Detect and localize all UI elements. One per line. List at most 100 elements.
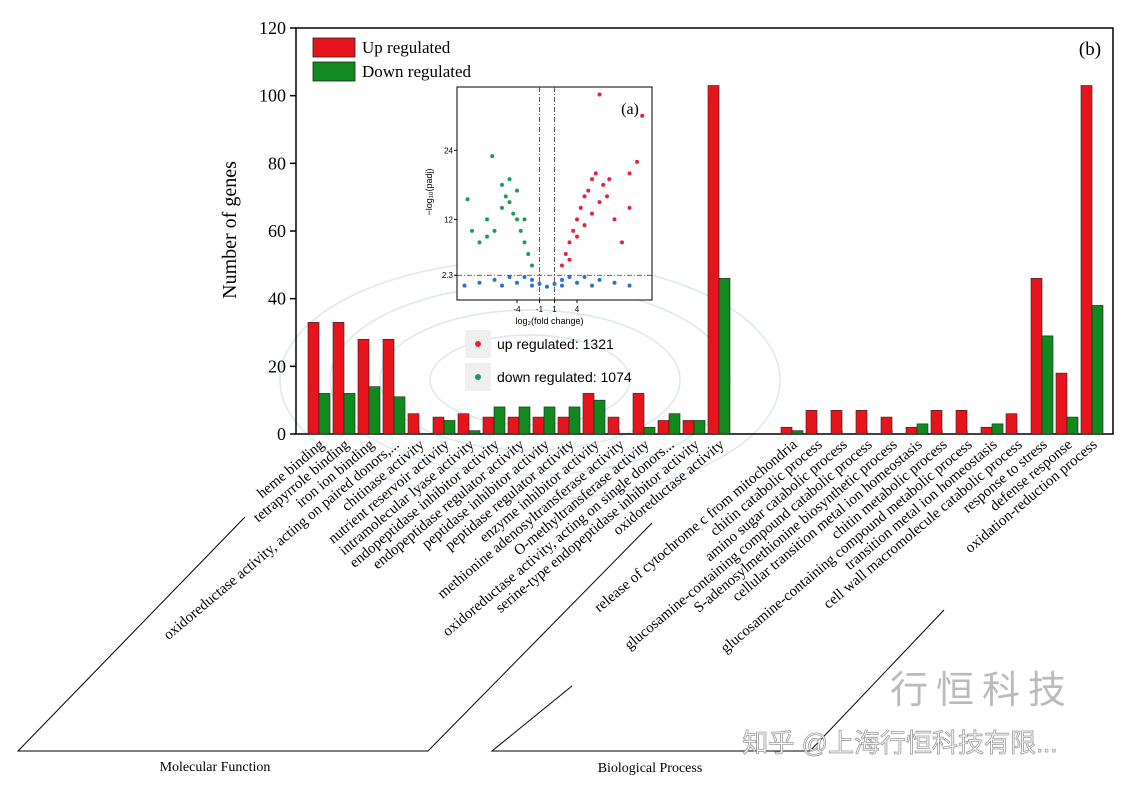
bar bbox=[368, 386, 381, 435]
bar bbox=[1041, 335, 1054, 435]
point bbox=[560, 283, 564, 288]
point bbox=[470, 228, 474, 233]
point bbox=[490, 154, 495, 159]
x-tick-label: 4 bbox=[575, 305, 580, 314]
bar bbox=[557, 416, 570, 435]
point bbox=[511, 211, 516, 216]
y-tick-label: 20 bbox=[268, 356, 286, 376]
point bbox=[515, 217, 519, 222]
point bbox=[590, 177, 594, 182]
y-axis-title: Number of genes bbox=[219, 161, 241, 299]
bar bbox=[707, 85, 720, 435]
legend-label: Up regulated bbox=[362, 38, 451, 57]
bar bbox=[493, 406, 506, 435]
point bbox=[500, 182, 504, 187]
point bbox=[593, 171, 598, 176]
bar bbox=[607, 416, 620, 435]
point bbox=[582, 223, 587, 228]
legend-marker bbox=[475, 374, 481, 380]
y-tick-label: 120 bbox=[259, 18, 286, 38]
point bbox=[590, 211, 594, 216]
point bbox=[507, 177, 512, 182]
point bbox=[462, 283, 467, 288]
bar bbox=[318, 393, 331, 435]
group-brackets bbox=[16, 516, 945, 752]
bar bbox=[457, 413, 470, 435]
point bbox=[627, 171, 632, 176]
y-tick-label: 40 bbox=[268, 289, 286, 309]
legend-label: Down regulated bbox=[362, 62, 472, 81]
point bbox=[545, 284, 549, 289]
point bbox=[515, 188, 519, 193]
y-tick-label: 80 bbox=[268, 153, 286, 173]
point bbox=[560, 277, 564, 282]
point bbox=[571, 228, 576, 233]
bar bbox=[507, 416, 520, 435]
bar bbox=[468, 430, 481, 435]
bar bbox=[830, 410, 843, 435]
bar bbox=[382, 338, 395, 435]
watermark-logo: 行恒科技 bbox=[890, 670, 1074, 712]
bar bbox=[593, 399, 606, 435]
x-tick-label: 1 bbox=[552, 305, 557, 314]
bar bbox=[930, 410, 943, 435]
y-tick-label: 24 bbox=[444, 146, 453, 155]
point bbox=[530, 283, 534, 288]
point bbox=[582, 194, 587, 199]
bar bbox=[880, 416, 893, 435]
point bbox=[640, 113, 645, 118]
point bbox=[620, 240, 624, 245]
y-axis-title: −log₁₀(padj) bbox=[424, 168, 434, 215]
bar bbox=[1080, 85, 1093, 435]
panel-label: (b) bbox=[1079, 39, 1101, 60]
y-tick-label: 0 bbox=[277, 424, 286, 444]
bar bbox=[657, 420, 670, 435]
point bbox=[537, 281, 542, 286]
bar bbox=[780, 426, 793, 435]
legend-label: down regulated: 1074 bbox=[497, 369, 632, 385]
x-tick-label: -1 bbox=[536, 305, 544, 314]
bar bbox=[693, 420, 706, 435]
bar bbox=[307, 322, 320, 435]
point bbox=[552, 281, 557, 286]
panel-label: (a) bbox=[621, 101, 639, 118]
bar bbox=[668, 413, 681, 435]
point bbox=[526, 251, 531, 256]
point bbox=[522, 240, 527, 245]
bar bbox=[916, 423, 929, 435]
bar bbox=[432, 416, 445, 435]
bar bbox=[805, 410, 818, 435]
point bbox=[560, 263, 564, 268]
point bbox=[575, 217, 579, 222]
bar bbox=[343, 393, 356, 435]
point bbox=[635, 159, 639, 164]
point bbox=[518, 228, 523, 233]
point bbox=[492, 228, 497, 233]
group-label: Biological Process bbox=[598, 761, 703, 776]
bar bbox=[407, 413, 420, 435]
bar bbox=[1091, 305, 1104, 435]
point bbox=[567, 274, 572, 279]
bar bbox=[955, 410, 968, 435]
point bbox=[500, 283, 504, 288]
bar bbox=[991, 423, 1004, 435]
group-label: Molecular Function bbox=[160, 760, 271, 775]
legend-marker bbox=[475, 341, 481, 347]
legend-swatch bbox=[312, 61, 356, 82]
point bbox=[515, 280, 519, 285]
point bbox=[477, 240, 482, 245]
bar bbox=[1066, 416, 1079, 435]
point bbox=[492, 277, 497, 282]
y-tick-label: 60 bbox=[268, 221, 286, 241]
point bbox=[605, 194, 609, 199]
inset: -4 -1 1 4 2.3 12 24 log₂(fold change) −log₁₀(pad… bbox=[424, 86, 653, 391]
bar bbox=[518, 406, 531, 435]
x-tick-label: -4 bbox=[513, 305, 521, 314]
point bbox=[590, 283, 594, 288]
point bbox=[567, 240, 572, 245]
bar bbox=[582, 393, 595, 435]
point bbox=[612, 217, 617, 222]
x-axis-title: log₂(fold change) bbox=[515, 316, 583, 326]
point bbox=[597, 277, 602, 282]
